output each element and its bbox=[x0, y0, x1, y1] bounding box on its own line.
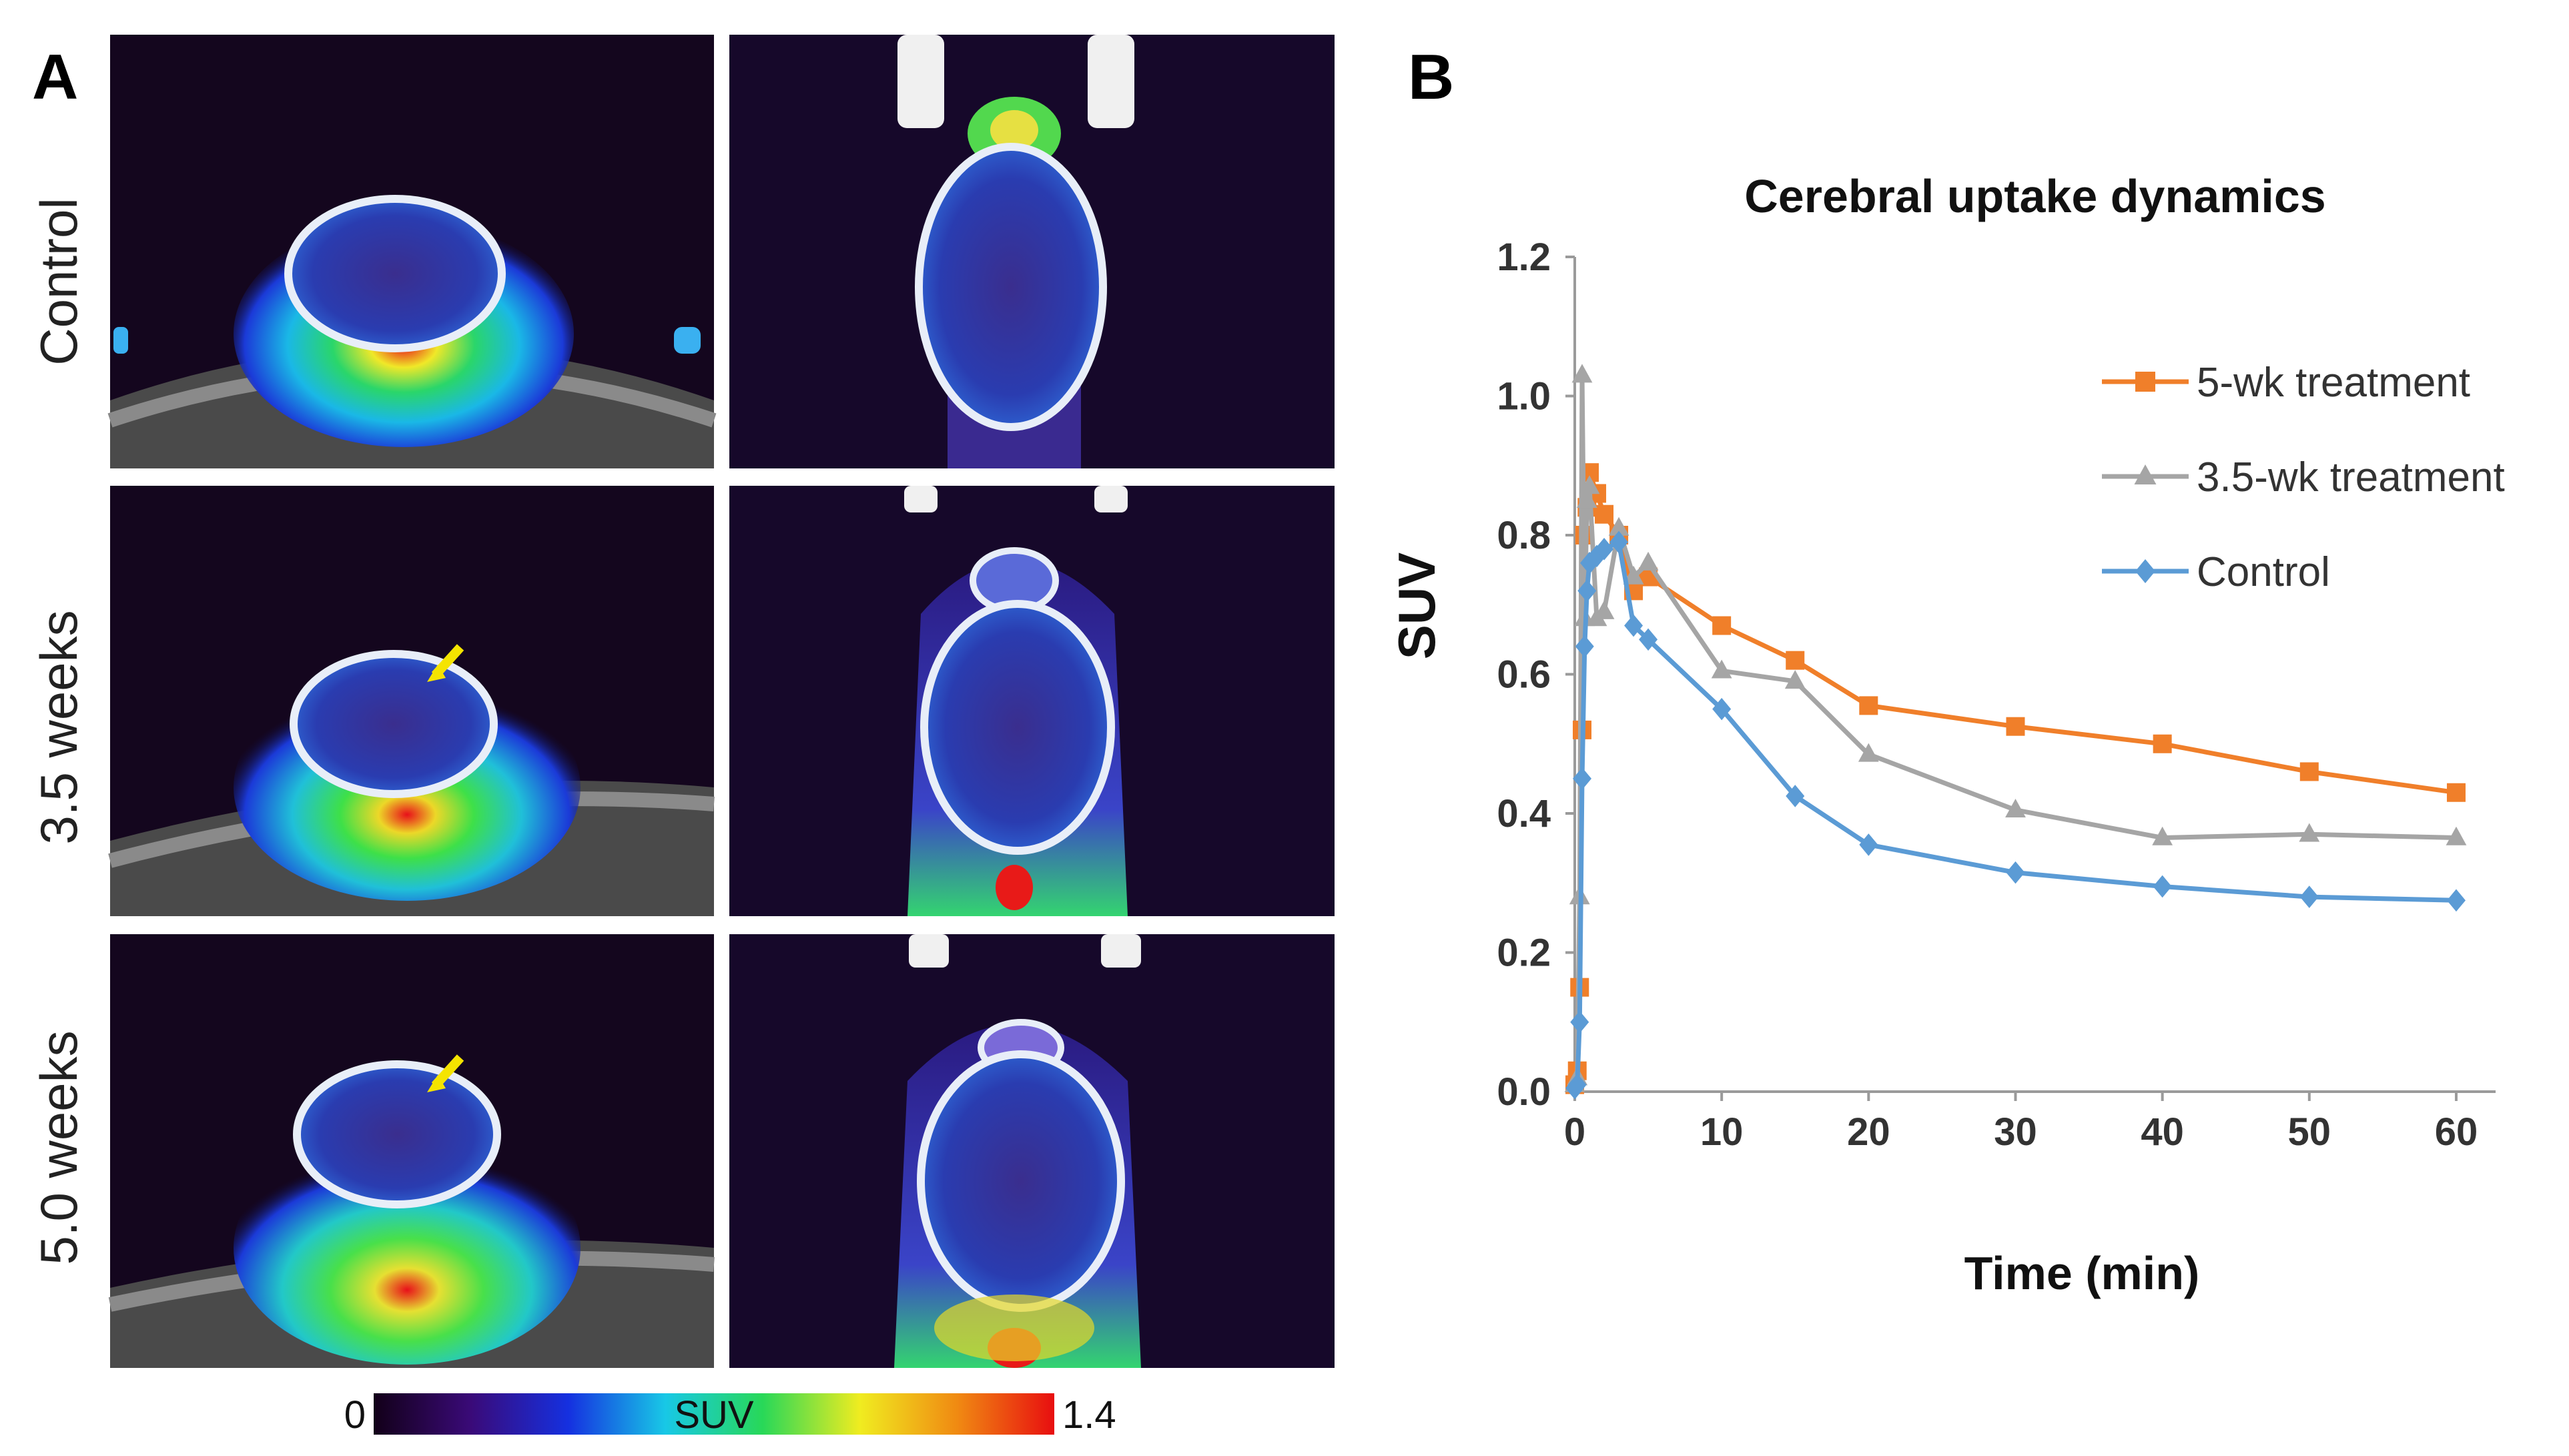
y-tick-label: 0.8 bbox=[1497, 514, 1551, 557]
y-tick-label: 1.0 bbox=[1497, 375, 1551, 418]
data-point bbox=[1712, 697, 1732, 721]
x-tick-label: 40 bbox=[2141, 1110, 2184, 1154]
data-point bbox=[1595, 504, 1614, 524]
x-tick-label: 50 bbox=[2288, 1110, 2331, 1154]
colorbar-strip bbox=[374, 1393, 1054, 1435]
legend-entry: Control bbox=[2102, 549, 2330, 595]
legend-label: 3.5-wk treatment bbox=[2197, 454, 2505, 500]
data-point bbox=[1608, 516, 1629, 536]
uptake-arrow-head-icon bbox=[427, 1075, 446, 1092]
data-point bbox=[1637, 551, 1659, 571]
row-label-3-5-weeks: 3.5 weeks bbox=[29, 610, 88, 844]
data-point bbox=[2153, 875, 2172, 898]
panel-b-label: B bbox=[1408, 41, 1454, 113]
data-point bbox=[1624, 614, 1643, 637]
legend-label: Control bbox=[2197, 549, 2330, 595]
x-tick-label: 30 bbox=[1994, 1110, 2037, 1154]
x-tick-label: 0 bbox=[1564, 1110, 1585, 1154]
data-point bbox=[2006, 717, 2025, 736]
data-point bbox=[2446, 783, 2466, 802]
data-point bbox=[1573, 767, 1592, 790]
data-point bbox=[1579, 475, 1600, 494]
cerebral-uptake-chart: Cerebral uptake dynamics SUV Time (min) … bbox=[1387, 170, 2505, 1299]
data-point bbox=[1570, 1010, 1589, 1034]
data-point bbox=[1593, 600, 1615, 619]
data-point bbox=[1575, 635, 1594, 658]
y-tick-label: 0.2 bbox=[1497, 932, 1551, 975]
data-point bbox=[2299, 823, 2320, 842]
data-point bbox=[1639, 628, 1658, 651]
data-point bbox=[1711, 659, 1732, 679]
x-tick-label: 20 bbox=[1847, 1110, 1890, 1154]
series-3 bbox=[1565, 530, 2466, 1100]
data-point bbox=[2446, 826, 2467, 845]
data-point bbox=[1784, 670, 1806, 689]
row-label-5-0-weeks: 5.0 weeks bbox=[29, 1030, 88, 1264]
data-point bbox=[1571, 364, 1593, 383]
data-point bbox=[1567, 1073, 1587, 1096]
data-point bbox=[2446, 889, 2466, 912]
pet-coronal-control bbox=[729, 35, 1335, 468]
colorbar-title: SUV bbox=[674, 1393, 754, 1437]
data-point bbox=[2152, 826, 2173, 845]
data-point bbox=[2299, 885, 2319, 908]
series-1 bbox=[1565, 463, 2466, 1094]
chart-title: Cerebral uptake dynamics bbox=[1744, 170, 2325, 222]
suv-colorbar: 0 1.4 SUV bbox=[344, 1393, 1116, 1437]
pet-coronal-5-0-weeks bbox=[729, 934, 1335, 1368]
pet-coronal-3-5-weeks bbox=[729, 486, 1335, 916]
data-point bbox=[1712, 616, 1732, 635]
colorbar-min-label: 0 bbox=[344, 1393, 366, 1437]
uptake-arrow-head-icon bbox=[427, 665, 446, 682]
data-point bbox=[2299, 762, 2319, 781]
data-point bbox=[1859, 696, 1878, 715]
data-point bbox=[1595, 538, 1614, 561]
y-tick-label: 0.4 bbox=[1497, 792, 1551, 835]
x-axis-label: Time (min) bbox=[1964, 1247, 2200, 1299]
data-point bbox=[1576, 489, 1597, 508]
legend-marker bbox=[2135, 372, 2155, 392]
legend-entry: 3.5-wk treatment bbox=[2102, 454, 2505, 500]
y-tick-label: 0.0 bbox=[1497, 1070, 1551, 1114]
pet-axial-control bbox=[107, 35, 717, 468]
y-tick-label: 0.6 bbox=[1497, 653, 1551, 697]
pet-axial-3-5-weeks bbox=[108, 486, 715, 916]
legend-entry: 5-wk treatment bbox=[2102, 360, 2470, 406]
legend-label: 5-wk treatment bbox=[2197, 360, 2470, 406]
data-point bbox=[1577, 579, 1597, 603]
y-tick-label: 1.2 bbox=[1497, 236, 1551, 279]
row-label-control: Control bbox=[29, 198, 88, 365]
panel-a-label: A bbox=[32, 41, 78, 113]
legend-marker bbox=[2134, 464, 2157, 484]
data-point bbox=[1858, 743, 1879, 762]
data-point bbox=[1859, 833, 1878, 856]
x-tick-label: 10 bbox=[1700, 1110, 1744, 1154]
y-axis-label: SUV bbox=[1387, 553, 1446, 659]
colorbar-max-label: 1.4 bbox=[1062, 1393, 1116, 1437]
x-tick-label: 60 bbox=[2435, 1110, 2478, 1154]
data-point bbox=[1786, 785, 1805, 807]
data-point bbox=[1786, 651, 1805, 670]
data-point bbox=[2153, 734, 2172, 753]
data-point bbox=[1623, 565, 1644, 585]
data-point bbox=[2005, 798, 2026, 817]
data-point bbox=[2006, 861, 2025, 884]
pet-axial-5-0-weeks bbox=[108, 934, 715, 1368]
series-2 bbox=[1564, 364, 2467, 1092]
data-point bbox=[1609, 530, 1629, 554]
legend-marker bbox=[2135, 559, 2155, 583]
